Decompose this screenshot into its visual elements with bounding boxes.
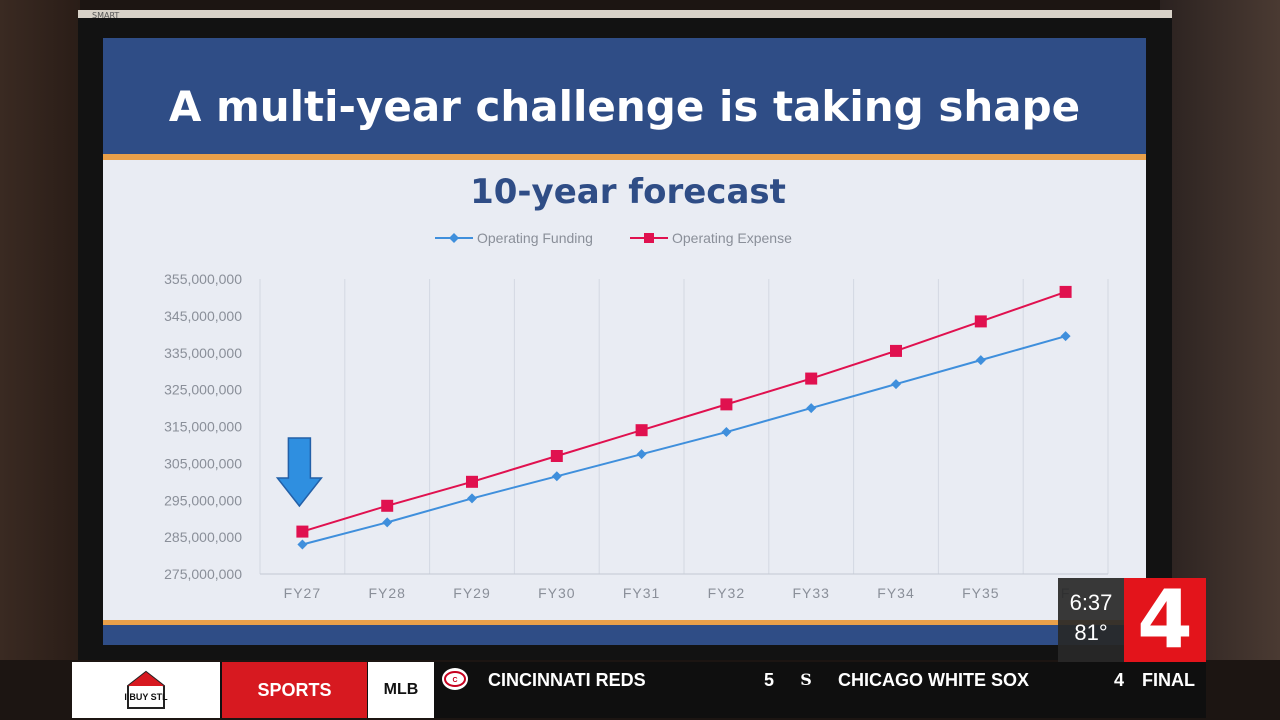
data-point [636,449,647,460]
slide-header: A multi-year challenge is taking shape [103,38,1146,160]
sports-ticker: I BUY STL SPORTS MLB C CINCINNATI REDS 5… [72,662,1206,718]
data-point [974,315,987,328]
series-line [302,290,1066,533]
data-point [550,450,563,462]
x-tick-label: FY30 [538,585,575,601]
series-line [302,335,1066,546]
station-logo: 4 [1124,578,1206,662]
background-left [0,0,80,660]
background-right [1160,0,1280,660]
arrow-shape [275,437,323,508]
y-axis: 275,000,000 285,000,000 295,000,000 305,000… [164,271,242,582]
presentation-slide: A multi-year challenge is taking shape 1… [103,38,1146,645]
chart-series [296,285,1072,550]
ticker-league: MLB [368,662,434,718]
y-tick-label: 275,000,000 [164,566,242,582]
reds-logo-icon: C [442,668,468,690]
x-tick-label: FY28 [368,585,405,601]
legend-label: Operating Funding [477,230,593,246]
chart-legend: Operating Funding Operating Expense [435,230,792,246]
sponsor-text: I BUY STL [124,692,168,702]
tv-brand-label: SMART [92,11,120,20]
chart-grid [259,279,1109,575]
x-tick-label: FY35 [962,585,999,601]
x-tick-label: FY27 [284,585,321,601]
series-2 [296,285,1072,538]
y-tick-label: 285,000,000 [164,529,242,545]
current-temperature: 81° [1074,620,1108,645]
down-arrow-icon [275,437,323,508]
sponsor-logo: I BUY STL [72,662,220,718]
team1-name: CINCINNATI REDS [488,670,646,690]
game-score: C CINCINNATI REDS 5 S CHICAGO WHITE SOX … [434,662,1206,718]
time-temp-box: 6:37 81° [1058,578,1124,662]
y-tick-label: 315,000,000 [164,419,242,435]
team2-score: 4 [1114,670,1125,690]
legend-label: Operating Expense [672,230,792,246]
data-point [890,344,902,357]
house-logo-icon: I BUY STL [124,670,168,709]
x-tick-label: FY29 [453,585,490,601]
game-status: FINAL [1142,670,1195,690]
svg-text:C: C [452,677,457,684]
data-point [297,539,308,550]
forecast-chart: 10-year forecast Operating Funding Operat… [164,172,1109,601]
data-point [296,525,309,538]
data-point [805,372,818,385]
x-tick-label: FY33 [792,585,829,601]
y-tick-label: 355,000,000 [164,271,242,287]
data-point [551,471,562,482]
x-tick-label: FY31 [623,585,660,601]
x-tick-label: FY34 [877,585,914,601]
y-tick-label: 305,000,000 [164,455,242,471]
slide-title: A multi-year challenge is taking shape [168,82,1081,131]
legend-marker [449,233,459,243]
x-axis: FY27FY28FY29FY30FY31FY32FY33FY34FY35F [284,585,1070,601]
legend-marker [644,233,654,243]
y-tick-label: 295,000,000 [164,492,242,508]
y-tick-label: 335,000,000 [164,345,242,361]
team2-name: CHICAGO WHITE SOX [838,670,1030,690]
white-sox-logo-icon: S [800,670,812,689]
data-point [467,493,477,504]
y-tick-label: 345,000,000 [164,308,242,324]
data-point [1059,285,1072,298]
data-point [635,424,648,437]
current-time: 6:37 [1069,590,1113,615]
x-tick-label: FY32 [708,585,745,601]
chart-title: 10-year forecast [470,172,786,212]
data-point [381,499,394,512]
data-point [720,398,733,411]
y-tick-label: 325,000,000 [164,382,242,398]
ticker-section: SPORTS [222,662,367,718]
data-point [975,355,986,366]
data-point [721,427,732,438]
slide-footer [103,620,1146,645]
team1-score: 5 [764,670,775,690]
data-point [466,475,478,488]
data-point [1060,331,1071,342]
series-1 [297,331,1071,550]
data-point [891,379,901,390]
data-point [806,403,817,414]
data-point [382,517,393,528]
